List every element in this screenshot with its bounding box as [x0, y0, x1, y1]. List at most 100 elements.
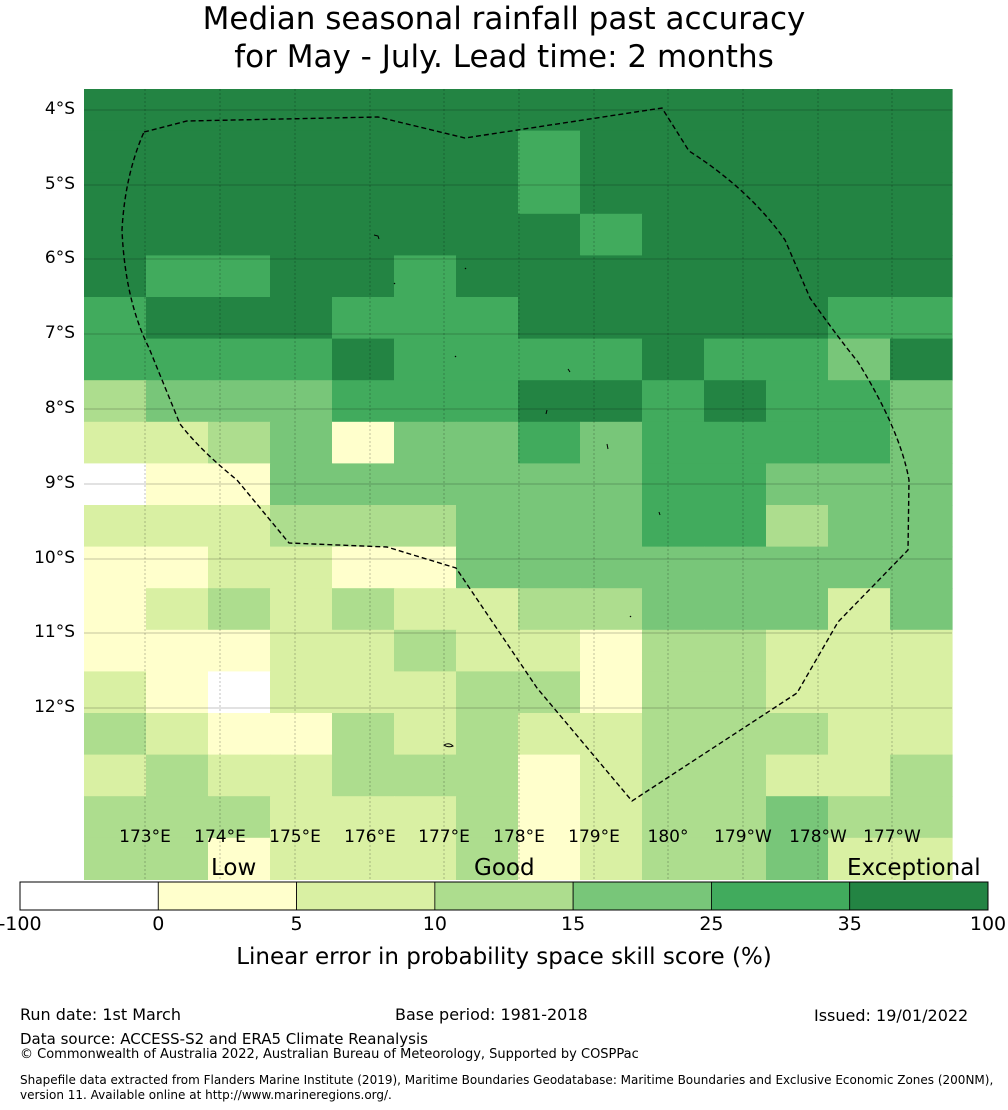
grid-cell: [208, 89, 271, 132]
grid-cell: [828, 796, 891, 839]
grid-cell: [84, 837, 147, 880]
grid-cell: [518, 754, 581, 797]
grid-cell: [332, 421, 395, 464]
base-period: Base period: 1981-2018: [395, 1005, 588, 1024]
grid-cell: [518, 463, 581, 506]
grid-cell: [580, 588, 643, 631]
grid-cell: [890, 463, 953, 506]
grid-cell: [518, 421, 581, 464]
grid-cell: [518, 213, 581, 256]
grid-cell: [208, 671, 271, 714]
title-line-2: for May - July. Lead time: 2 months: [234, 39, 774, 75]
grid-cell: [642, 713, 705, 756]
grid-cell: [456, 421, 519, 464]
grid-cell: [890, 629, 953, 672]
latitude-label: 8°S: [44, 398, 75, 418]
colorbar-tick-label: 35: [837, 913, 862, 935]
colorbar-segment: [296, 881, 436, 911]
grid-cell: [146, 671, 209, 714]
grid-cell: [146, 796, 209, 839]
grid-cell: [84, 380, 147, 423]
grid-cell: [828, 130, 891, 173]
grid-cell: [704, 837, 767, 880]
colorbar-segment: [711, 881, 851, 911]
category-good-label: Good: [474, 855, 535, 881]
grid-cell: [890, 796, 953, 839]
grid-cell: [518, 588, 581, 631]
grid-cell: [84, 421, 147, 464]
grid-cell: [84, 297, 147, 340]
grid-cell: [828, 172, 891, 215]
grid-cell: [704, 796, 767, 839]
grid-cell: [518, 837, 581, 880]
grid-cell: [518, 297, 581, 340]
grid-cell: [642, 421, 705, 464]
longitude-label: 177°W: [863, 827, 921, 847]
colorbar-title: Linear error in probability space skill …: [236, 944, 772, 970]
grid-cell: [146, 713, 209, 756]
latitude-label: 6°S: [44, 248, 75, 268]
island: [606, 443, 609, 450]
grid-cell: [890, 754, 953, 797]
grid-cell: [208, 213, 271, 256]
grid-cell: [394, 671, 457, 714]
grid-cell: [580, 89, 643, 132]
island: [545, 409, 548, 415]
grid-cell: [518, 89, 581, 132]
island: [393, 282, 396, 285]
grid-cell: [518, 380, 581, 423]
grid-cell: [704, 754, 767, 797]
grid-cell: [766, 172, 829, 215]
grid-cell: [828, 89, 891, 132]
grid-cell: [270, 754, 333, 797]
grid-cell: [332, 463, 395, 506]
grid-cell: [394, 463, 457, 506]
grid-cell: [642, 837, 705, 880]
grid-cell: [332, 754, 395, 797]
island: [567, 368, 571, 373]
grid-cell: [394, 837, 457, 880]
grid-cell: [84, 338, 147, 381]
grid-cell: [890, 255, 953, 298]
longitude-label: 174°E: [194, 827, 246, 847]
grid-cell: [890, 713, 953, 756]
grid-cell: [84, 796, 147, 839]
grid-cell: [146, 255, 209, 298]
grid-cell: [208, 463, 271, 506]
grid-cell: [642, 754, 705, 797]
grid-cell: [642, 463, 705, 506]
grid-cell: [208, 421, 271, 464]
data-source: Data source: ACCESS-S2 and ERA5 Climate …: [20, 1030, 428, 1048]
grid-cell: [642, 505, 705, 548]
grid-cell: [890, 172, 953, 215]
grid-cell: [890, 546, 953, 589]
grid-cell: [84, 629, 147, 672]
grid-cell: [642, 213, 705, 256]
grid-cell: [890, 421, 953, 464]
grid-cell: [890, 130, 953, 173]
grid-cell: [580, 130, 643, 173]
grid-cell: [270, 380, 333, 423]
latitude-label: 10°S: [34, 548, 75, 568]
grid-cell: [84, 671, 147, 714]
grid-cell: [146, 588, 209, 631]
grid-cell: [456, 255, 519, 298]
grid-cell: [704, 213, 767, 256]
grid-cell: [828, 546, 891, 589]
grid-cell: [146, 130, 209, 173]
island: [464, 267, 467, 270]
grid-cell: [146, 546, 209, 589]
grid-cell: [766, 130, 829, 173]
grid-cell: [394, 713, 457, 756]
grid-cell: [704, 421, 767, 464]
grid-cell: [394, 796, 457, 839]
grid-cell: [146, 213, 209, 256]
skill-grid: [84, 89, 953, 880]
grid-cell: [518, 130, 581, 173]
eez-boundary: [121, 107, 910, 802]
grid-cell: [270, 796, 333, 839]
grid-cell: [518, 505, 581, 548]
grid-cell: [828, 754, 891, 797]
grid-cell: [208, 588, 271, 631]
latitude-label: 11°S: [34, 622, 75, 642]
